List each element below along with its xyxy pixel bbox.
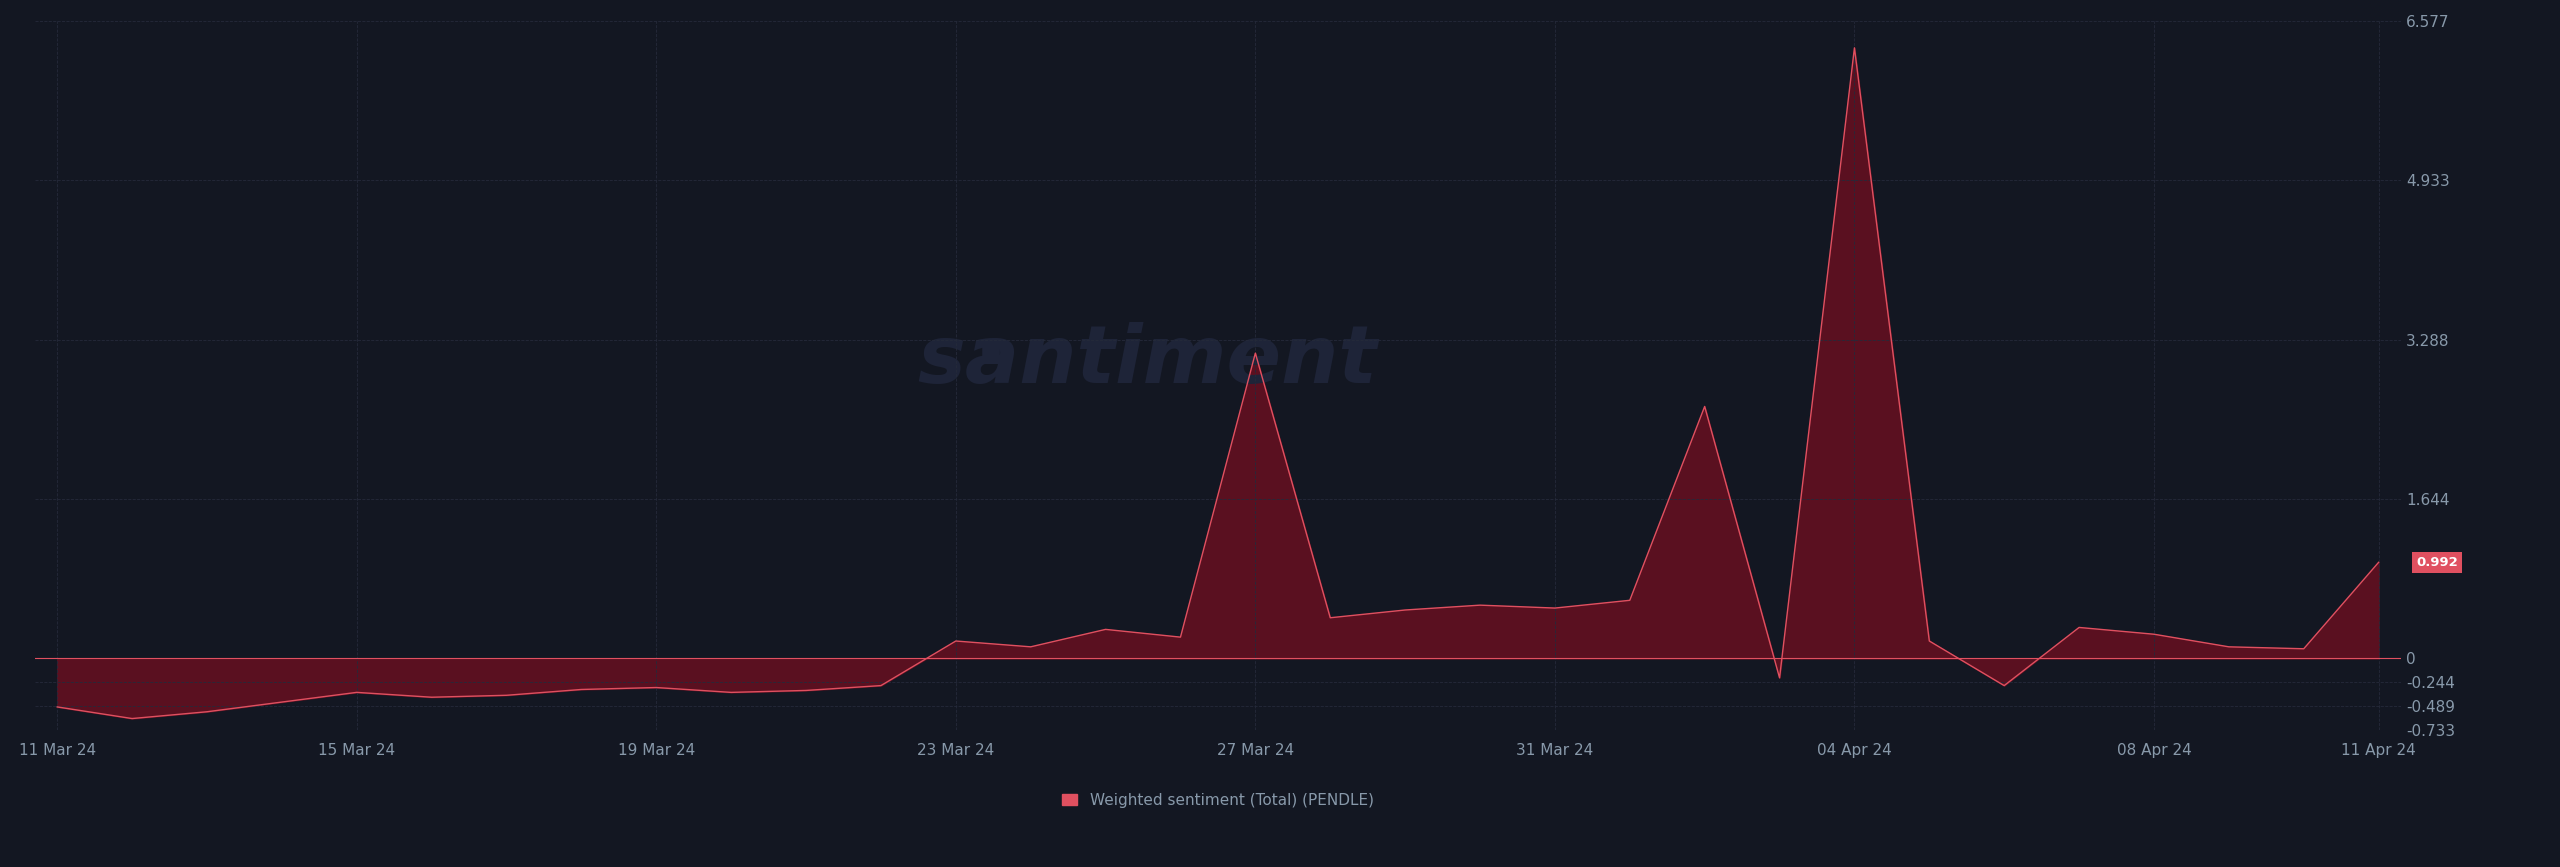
Text: 0.992: 0.992 xyxy=(2417,556,2458,569)
Text: ·: · xyxy=(973,313,1009,409)
Legend: Weighted sentiment (Total) (PENDLE): Weighted sentiment (Total) (PENDLE) xyxy=(1057,786,1380,814)
Text: santiment: santiment xyxy=(916,322,1377,400)
